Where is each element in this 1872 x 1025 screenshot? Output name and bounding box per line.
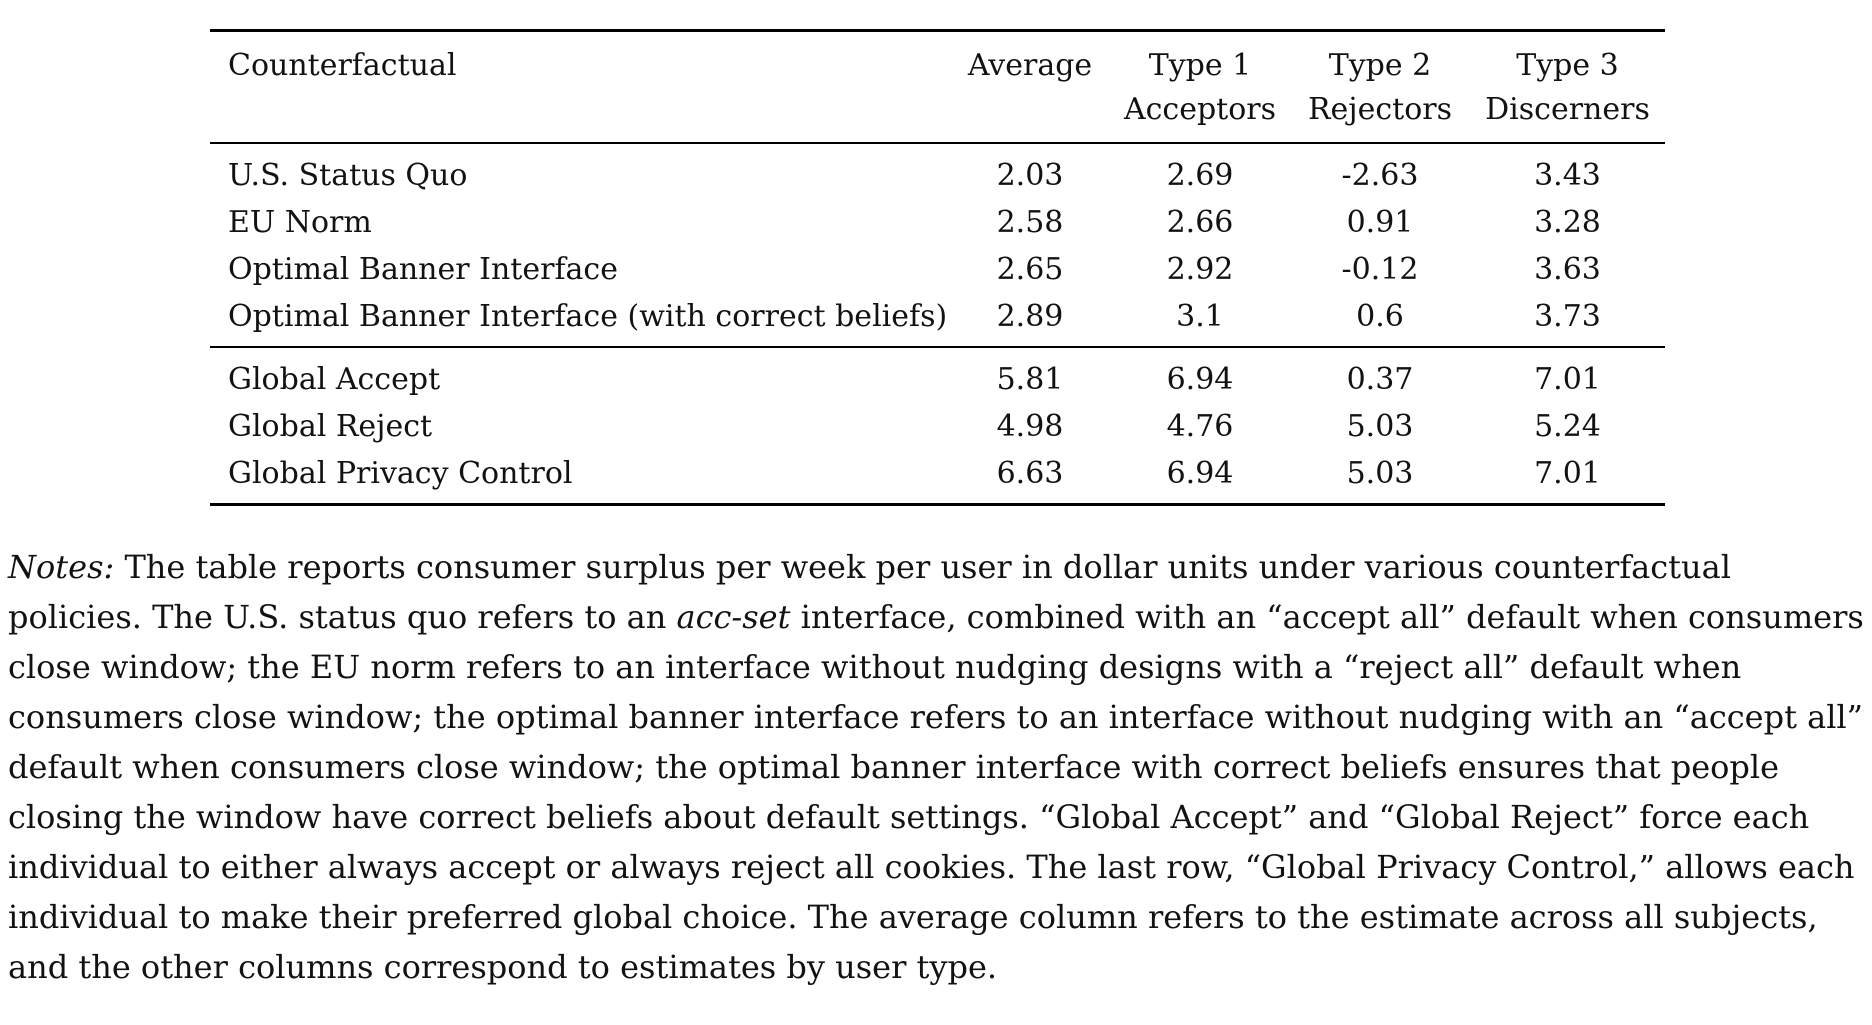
- table-row: U.S. Status Quo 2.03 2.69 -2.63 3.43: [210, 143, 1665, 199]
- cell-average: 4.98: [996, 409, 1064, 444]
- col-header-type3-discerners: Type 3 Discerners: [1470, 30, 1665, 144]
- cell-average: 6.63: [996, 456, 1064, 491]
- row-label: EU Norm: [228, 205, 372, 240]
- row-label: Global Privacy Control: [228, 456, 573, 491]
- col-header-type3-line1: Type 3: [1516, 48, 1619, 83]
- table-group-global: Global Accept 5.81 6.94 0.37 7.01 Global…: [210, 346, 1665, 505]
- cell-type1: 3.1: [1176, 299, 1224, 334]
- cell-type2: 0.6: [1356, 299, 1404, 334]
- table-row: Global Accept 5.81 6.94 0.37 7.01: [210, 346, 1665, 403]
- cell-average: 2.89: [996, 299, 1064, 334]
- cell-type3: 3.43: [1534, 158, 1601, 193]
- row-label: Optimal Banner Interface (with correct b…: [228, 299, 948, 334]
- col-header-counterfactual: Counterfactual: [210, 30, 950, 144]
- col-header-type3-line2: Discerners: [1485, 92, 1650, 127]
- row-label: U.S. Status Quo: [228, 158, 468, 193]
- cell-average: 5.81: [950, 346, 1110, 403]
- col-header-average: Average: [950, 30, 1110, 144]
- table-row: Global Reject 4.98 4.76 5.03 5.24: [210, 403, 1665, 450]
- notes-italic-segment: acc-set: [676, 598, 791, 636]
- cell-type2: -2.63: [1341, 158, 1419, 193]
- cell-type2: 0.37: [1290, 346, 1470, 403]
- cell-type2: 5.03: [1346, 409, 1414, 444]
- cell-type3: 3.28: [1534, 205, 1601, 240]
- col-header-type2-line1: Type 2: [1328, 48, 1432, 83]
- col-header-type1-acceptors: Type 1 Acceptors: [1110, 30, 1290, 144]
- table-row: Global Privacy Control 6.63 6.94 5.03 7.…: [210, 450, 1665, 505]
- notes-text-segment: interface, combined with an “accept all”…: [8, 598, 1864, 986]
- cell-type3: 3.73: [1534, 299, 1601, 334]
- row-label: Global Reject: [228, 409, 433, 444]
- col-header-type2-rejectors: Type 2 Rejectors: [1290, 30, 1470, 144]
- cell-average: 2.58: [996, 205, 1064, 240]
- cell-type1: 6.94: [1166, 456, 1234, 491]
- row-label: Global Accept: [210, 346, 950, 403]
- cell-type2: 5.03: [1346, 456, 1414, 491]
- col-header-average-label: Average: [967, 48, 1093, 83]
- cell-type1: 4.76: [1166, 409, 1234, 444]
- cell-type2: -0.12: [1341, 252, 1419, 287]
- table-header: Counterfactual Average Type 1 Acceptors …: [210, 30, 1665, 144]
- notes-text-segment: The table reports consumer surplus per w…: [8, 548, 1731, 636]
- table-row: Optimal Banner Interface (with correct b…: [210, 293, 1665, 347]
- col-header-type2-line2: Rejectors: [1307, 92, 1453, 127]
- table-group-interfaces: U.S. Status Quo 2.03 2.69 -2.63 3.43 EU …: [210, 143, 1665, 347]
- cell-type3: 7.01: [1534, 456, 1601, 491]
- results-table: Counterfactual Average Type 1 Acceptors …: [210, 29, 1665, 506]
- cell-type1: 2.66: [1166, 205, 1234, 240]
- row-label: Optimal Banner Interface: [228, 252, 618, 287]
- table-row: EU Norm 2.58 2.66 0.91 3.28: [210, 199, 1665, 246]
- cell-type3: 5.24: [1534, 409, 1601, 444]
- cell-type1: 2.92: [1166, 252, 1234, 287]
- col-header-type1-line1: Type 1: [1148, 48, 1252, 83]
- counterfactual-table-wrap: Counterfactual Average Type 1 Acceptors …: [210, 29, 1665, 506]
- paper-table-figure: Counterfactual Average Type 1 Acceptors …: [0, 29, 1872, 992]
- table-row: Optimal Banner Interface 2.65 2.92 -0.12…: [210, 246, 1665, 293]
- cell-type3: 3.63: [1534, 252, 1601, 287]
- cell-type3: 7.01: [1470, 346, 1665, 403]
- col-header-counterfactual-label: Counterfactual: [228, 48, 457, 83]
- cell-type2: 0.91: [1346, 205, 1414, 240]
- table-notes: Notes: The table reports consumer surplu…: [8, 542, 1864, 992]
- cell-average: 2.65: [996, 252, 1064, 287]
- cell-average: 2.03: [996, 158, 1064, 193]
- cell-type1: 2.69: [1166, 158, 1234, 193]
- notes-italic-segment: Notes:: [8, 548, 115, 586]
- header-row: Counterfactual Average Type 1 Acceptors …: [210, 30, 1665, 144]
- cell-type1: 6.94: [1110, 346, 1290, 403]
- col-header-type1-line2: Acceptors: [1123, 92, 1277, 127]
